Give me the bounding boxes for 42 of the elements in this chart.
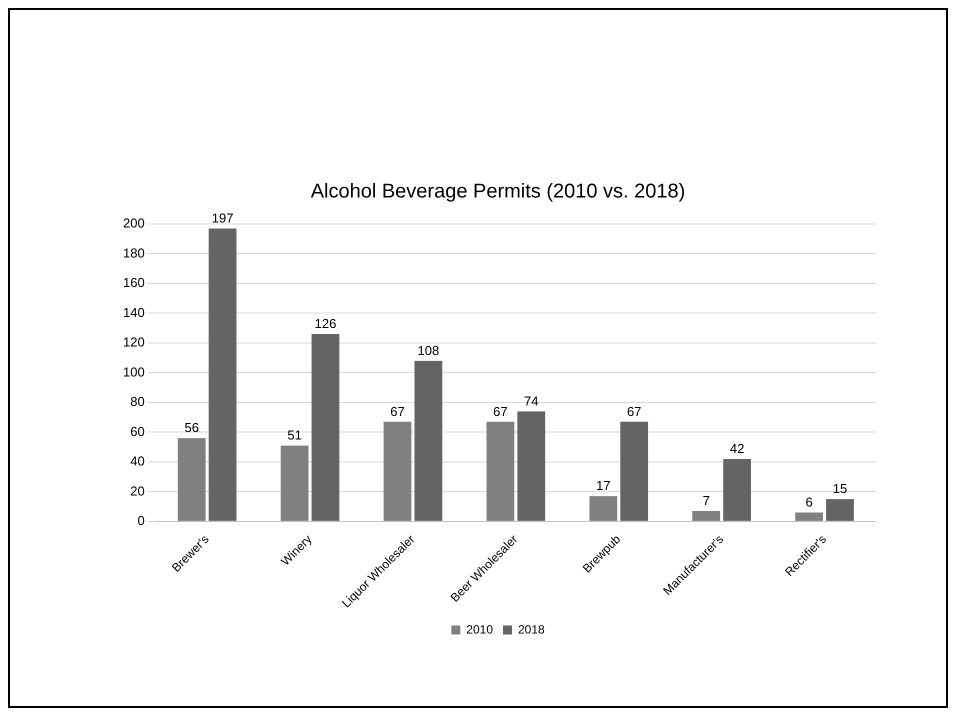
data-label: 67: [493, 404, 508, 419]
data-label: 108: [418, 342, 440, 358]
data-label: 74: [524, 393, 539, 408]
bar: [414, 360, 442, 521]
data-label: 6: [805, 494, 813, 510]
y-tick-label: 0: [137, 513, 145, 528]
data-label: 42: [730, 441, 744, 456]
bar: [620, 422, 648, 521]
y-tick-label: 120: [122, 334, 145, 350]
y-tick-label: 140: [122, 304, 145, 320]
bar: [208, 228, 236, 521]
y-tick-label: 20: [130, 483, 145, 498]
data-label: 197: [212, 210, 234, 226]
legend-label: 2018: [518, 622, 546, 636]
bar: [795, 512, 824, 521]
bar: [826, 499, 854, 521]
data-label: 17: [596, 478, 611, 494]
bar: [692, 511, 720, 521]
bar: [178, 438, 206, 521]
bar: [589, 496, 618, 521]
bar: [280, 446, 308, 521]
y-tick-label: 200: [122, 216, 145, 231]
data-label: 15: [832, 481, 848, 496]
y-tick-label: 100: [122, 364, 145, 380]
bar: [312, 334, 340, 521]
chart-title: Alcohol Beverage Permits (2010 vs. 2018): [310, 180, 686, 203]
data-label: 126: [314, 316, 336, 332]
y-tick-label: 80: [130, 394, 145, 410]
legend-label: 2010: [466, 622, 494, 636]
bar: [486, 422, 514, 521]
data-label: 67: [390, 404, 405, 419]
y-tick-label: 160: [122, 275, 145, 290]
bar: [384, 422, 412, 521]
y-tick-label: 40: [130, 454, 145, 469]
data-label: 51: [287, 428, 302, 443]
data-label: 67: [626, 404, 642, 419]
bar: [723, 458, 751, 521]
y-tick-label: 180: [122, 245, 145, 260]
data-label: 7: [702, 493, 710, 508]
data-label: 56: [184, 420, 199, 436]
bar: [517, 411, 546, 521]
y-tick-label: 60: [130, 424, 145, 439]
